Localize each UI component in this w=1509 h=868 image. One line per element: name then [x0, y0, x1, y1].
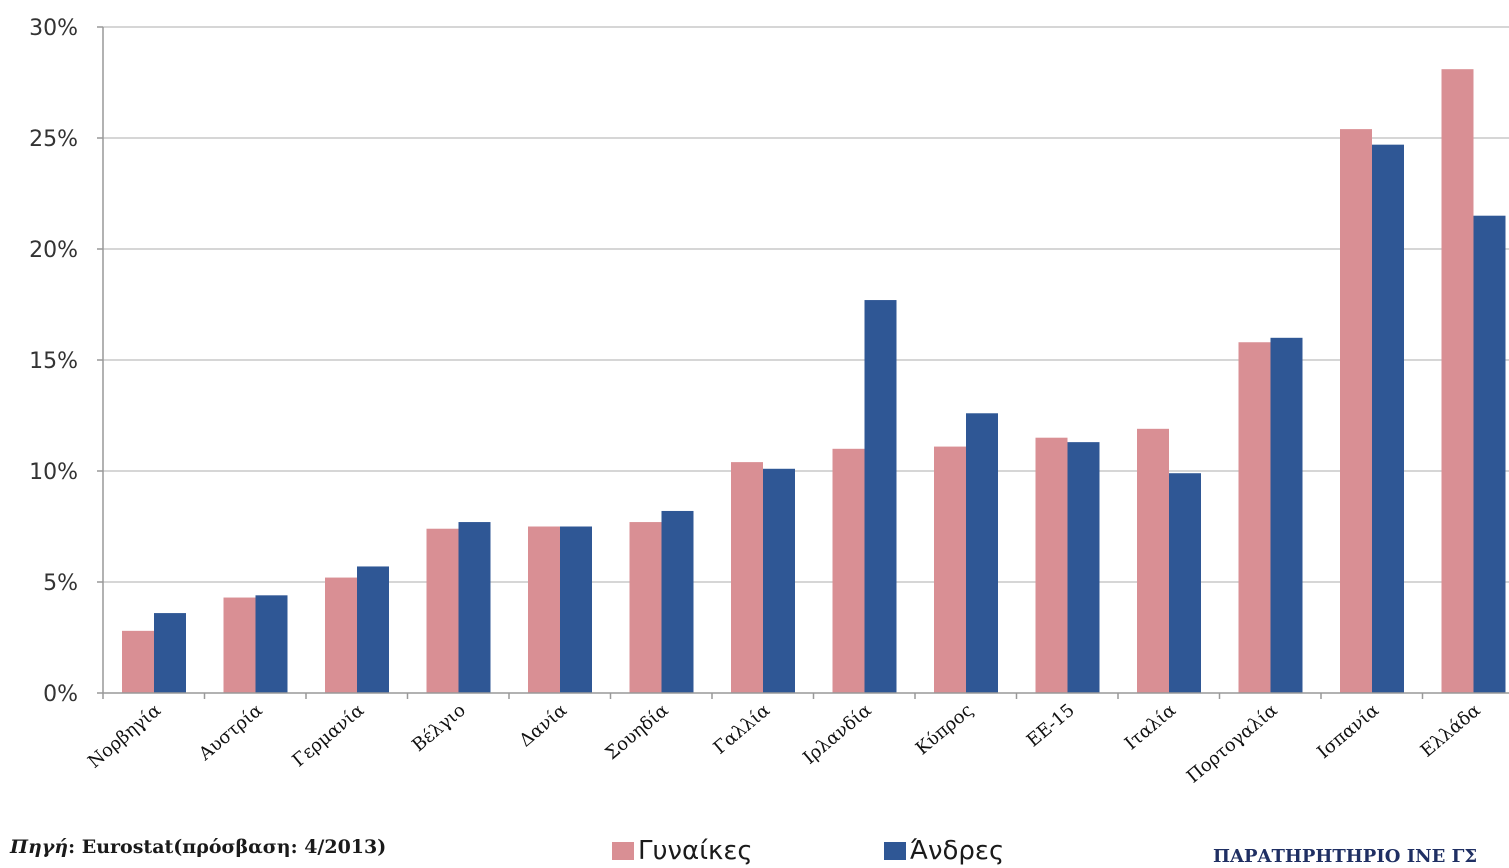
bar-men	[1270, 337, 1303, 693]
x-tick-label: Σουηδία	[601, 700, 672, 765]
bar-men	[458, 522, 491, 693]
legend-label-women: Γυναίκες	[638, 836, 753, 866]
x-tick-label: Πορτογαλία	[1183, 700, 1282, 788]
y-axis-ticks: 0% 5% 10% 15% 20% 25% 30%	[29, 16, 78, 707]
bar-women	[528, 526, 560, 693]
x-tick-label: Κύπρος	[912, 700, 977, 760]
bar-men	[1473, 215, 1506, 693]
bar-men	[661, 510, 694, 693]
legend-item-women: Γυναίκες	[612, 836, 753, 866]
bars	[122, 69, 1506, 694]
bar-men	[255, 595, 288, 693]
x-tick-label: Νορβηγία	[84, 700, 165, 773]
x-axis-labels: Νορβηγία Αυστρία Γερμανία Βέλγιο Δανία Σουηδί…	[84, 700, 1485, 788]
x-tick-label: Ελλάδα	[1417, 700, 1485, 762]
legend-label-men: Άνδρες	[910, 836, 1005, 866]
bar-women	[731, 462, 763, 693]
bar-women	[1238, 342, 1271, 693]
bar-men	[560, 526, 592, 693]
bar-women	[1441, 69, 1474, 694]
axes	[97, 26, 1509, 699]
bar-women	[223, 597, 256, 693]
source-note: Πηγή: Eurostat(πρόσβαση: 4/2013)	[10, 836, 386, 858]
legend-swatch-women	[612, 842, 634, 860]
bar-men	[864, 300, 897, 693]
bar-women	[934, 446, 966, 693]
bar-men	[1067, 442, 1100, 693]
footer-organization: ΠΑΡΑΤΗΡΗΤΗΡΙΟ ΙΝΕ ΓΣ	[1213, 846, 1478, 867]
bar-men	[763, 468, 795, 693]
bar-women	[426, 528, 459, 693]
bar-men	[357, 566, 389, 693]
legend-swatch-men	[884, 842, 906, 860]
bar-men	[1169, 473, 1201, 693]
bar-women	[1340, 129, 1372, 693]
bar-women	[122, 630, 154, 693]
y-tick-label: 15%	[29, 349, 78, 374]
y-tick-label: 0%	[43, 682, 78, 707]
x-tick-label: Ιρλανδία	[799, 700, 876, 769]
legend-item-men: Άνδρες	[884, 836, 1004, 866]
x-tick-label: Γαλλία	[710, 700, 775, 759]
y-tick-label: 25%	[29, 127, 78, 152]
x-tick-label: Ισπανία	[1313, 700, 1383, 763]
source-text: : Eurostat(πρόσβαση: 4/2013)	[68, 836, 387, 858]
bar-women	[1035, 437, 1068, 693]
source-label: Πηγή	[10, 836, 69, 858]
x-tick-label: Βέλγιο	[408, 700, 469, 756]
x-tick-label: Ιταλία	[1121, 700, 1180, 755]
bar-women	[325, 577, 357, 693]
bar-women	[1137, 428, 1169, 693]
x-tick-label: ΕΕ-15	[1023, 700, 1079, 752]
bar-men	[966, 413, 998, 693]
x-tick-label: Γερμανία	[289, 700, 369, 772]
x-tick-label: Δανία	[515, 700, 571, 752]
bar-men	[1372, 144, 1404, 693]
bar-men	[154, 613, 186, 693]
bar-women	[832, 448, 865, 693]
y-tick-label: 10%	[29, 460, 78, 485]
bar-women	[629, 522, 662, 693]
y-tick-label: 5%	[43, 571, 78, 596]
y-tick-label: 30%	[29, 16, 78, 41]
x-tick-label: Αυστρία	[194, 700, 266, 766]
y-tick-label: 20%	[29, 238, 78, 263]
